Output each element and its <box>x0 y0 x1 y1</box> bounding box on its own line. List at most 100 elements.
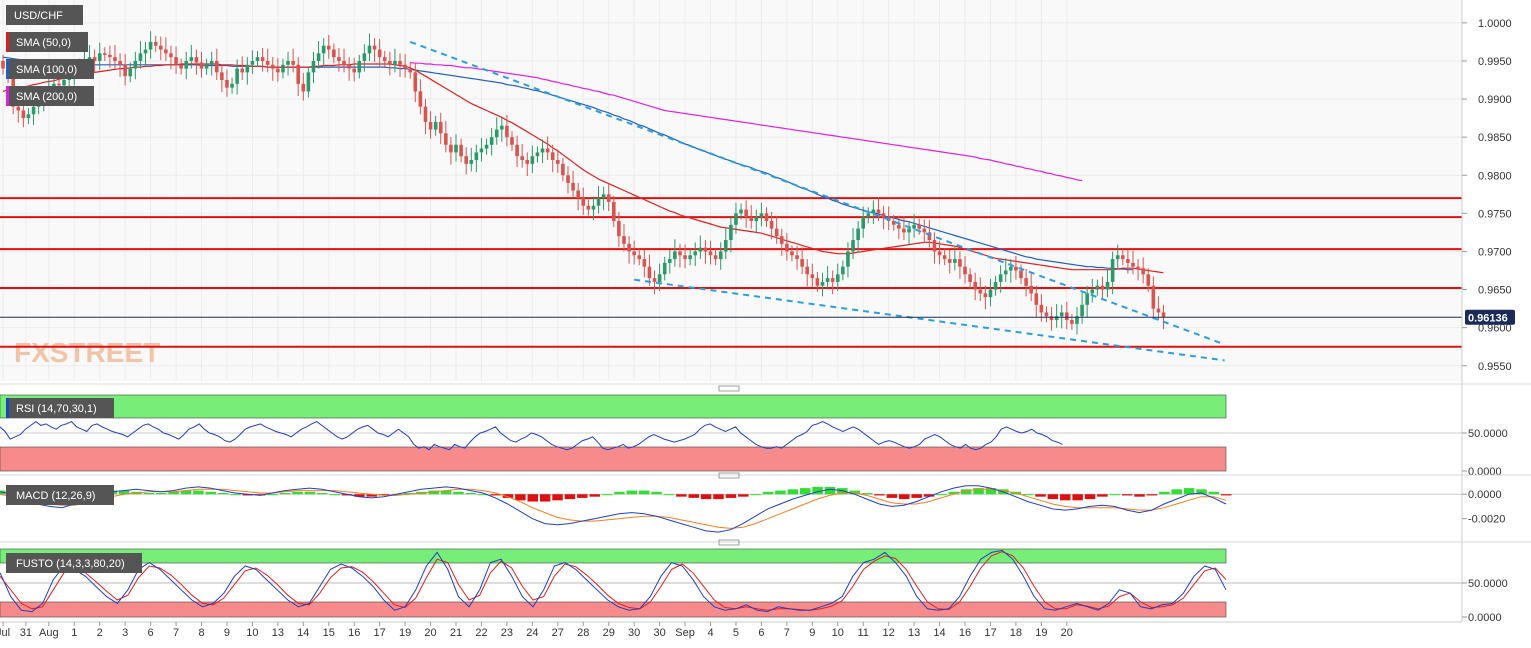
macd-hist-bar-35 <box>428 490 439 495</box>
x-tick-label-15: 17 <box>374 627 386 639</box>
legend-macd[interactable]: MACD (12,26,9) <box>6 485 114 505</box>
legend-fusto-label: FUSTO (14,3,3,80,20) <box>16 558 125 570</box>
candle-body-79 <box>403 64 407 69</box>
candle-body-101 <box>515 144 519 157</box>
legend-sma50-swatch <box>6 32 9 52</box>
legend-rsi[interactable]: RSI (14,70,30,1) <box>6 398 114 418</box>
candle-body-25 <box>128 68 133 77</box>
candle-body-206 <box>1049 316 1054 321</box>
macd-hist-bar-13 <box>155 493 167 495</box>
legend-sma50[interactable]: SMA (50,0) <box>6 32 88 52</box>
resize-handle-2[interactable] <box>718 472 740 479</box>
x-tick-label-19: 22 <box>475 627 487 639</box>
candle-body-86 <box>438 121 443 134</box>
candle-body-47 <box>240 68 245 73</box>
macd-hist-bar-92 <box>1134 494 1145 497</box>
candle-body-170 <box>866 213 871 218</box>
rsi-panel <box>0 420 1462 451</box>
candle-body-228 <box>1161 312 1166 317</box>
x-tick-label-13: 15 <box>323 627 335 639</box>
candle-body-104 <box>530 156 535 164</box>
candle-body-164 <box>835 274 840 282</box>
macd-hist-bar-87 <box>1072 494 1083 501</box>
macd-hist-bar-80 <box>985 488 997 495</box>
candle-body-133 <box>678 251 682 256</box>
macd-hist-bar-64 <box>787 489 799 495</box>
candle-body-72 <box>367 45 372 54</box>
candle-body-182 <box>927 232 932 241</box>
sma200-line <box>410 61 1083 182</box>
candle-body-26 <box>133 60 138 69</box>
macd-hist-bar-98 <box>1208 491 1220 495</box>
candle-body-218 <box>1110 259 1115 282</box>
x-tick-label-23: 28 <box>577 627 589 639</box>
candle-body-118 <box>601 194 606 199</box>
candle-body-132 <box>673 251 677 260</box>
macd-hist-bar-71 <box>874 494 885 496</box>
macd-hist-bar-73 <box>899 494 910 500</box>
candle-body-200 <box>1019 270 1023 279</box>
legend-sma100[interactable]: SMA (100,0) <box>6 59 94 79</box>
x-tick-label-34: 11 <box>857 627 868 639</box>
x-tick-label-33: 10 <box>832 627 844 639</box>
candle-body-123 <box>627 243 631 252</box>
legend-symbol[interactable]: USD/CHF <box>6 5 83 25</box>
macd-hist-bar-43 <box>527 494 539 502</box>
legend-fusto[interactable]: FUSTO (14,3,3,80,20) <box>6 553 142 573</box>
x-tick-label-1: 31 <box>20 627 32 639</box>
fusto-panel <box>0 549 1462 613</box>
x-tick-label-14: 16 <box>348 627 360 639</box>
x-tick-label-38: 16 <box>959 627 971 639</box>
candle-body-221 <box>1126 259 1130 263</box>
candle-body-73 <box>372 45 377 50</box>
candle-body-126 <box>642 259 647 267</box>
macd-hist-bar-67 <box>824 486 836 495</box>
current-price-label: 0.96136 <box>1468 312 1508 324</box>
candle-body-78 <box>398 60 402 65</box>
macd-hist-bar-52 <box>638 490 650 495</box>
macd-hist-bar-86 <box>1060 494 1071 501</box>
x-tick-label-25: 30 <box>628 627 640 639</box>
candle-body-33 <box>169 53 173 58</box>
candle-body-48 <box>245 64 250 73</box>
candle-body-84 <box>428 121 433 130</box>
x-tick-label-0: Jul <box>0 627 10 639</box>
candle-body-89 <box>454 144 458 153</box>
macd-hist-bar-20 <box>242 494 254 496</box>
macd-hist-bar-54 <box>663 494 675 496</box>
candle-body-135 <box>688 255 692 260</box>
candle-body-87 <box>444 133 448 145</box>
x-tick-label-31: 7 <box>784 627 790 639</box>
candle-body-83 <box>423 106 428 122</box>
candle-body-145 <box>739 209 743 214</box>
resize-handle-3[interactable] <box>718 539 740 546</box>
candle-body-196 <box>998 274 1003 282</box>
candle-body-173 <box>881 213 886 218</box>
macd-hist-bar-94 <box>1159 491 1170 495</box>
candle-body-62 <box>316 53 321 61</box>
candle-body-203 <box>1034 293 1039 305</box>
legend-rsi-bg <box>6 398 114 418</box>
candle-body-125 <box>637 255 642 260</box>
legend-sma50-label: SMA (50,0) <box>16 37 71 49</box>
candle-body-38 <box>194 57 199 63</box>
legend-sma200[interactable]: SMA (200,0) <box>6 86 94 106</box>
macd-hist-bar-17 <box>205 491 217 495</box>
candle-body-127 <box>647 266 652 279</box>
resize-handle-1[interactable] <box>718 385 740 392</box>
x-tick-label-4: 2 <box>97 627 103 639</box>
candle-body-187 <box>953 259 957 263</box>
candle-body-103 <box>525 160 530 164</box>
candle-body-36 <box>184 60 189 69</box>
candle-body-11 <box>57 83 61 86</box>
candle-body-5 <box>26 114 31 119</box>
macd-hist-bar-48 <box>589 494 600 497</box>
candle-body-129 <box>657 274 662 282</box>
legend-rsi-label: RSI (14,70,30,1) <box>16 403 97 415</box>
candle-body-53 <box>270 64 275 69</box>
candle-body-99 <box>505 125 509 138</box>
macd-hist-bar-19 <box>230 494 241 496</box>
macd-hist-bar-59 <box>725 494 737 498</box>
candle-body-85 <box>433 121 438 130</box>
